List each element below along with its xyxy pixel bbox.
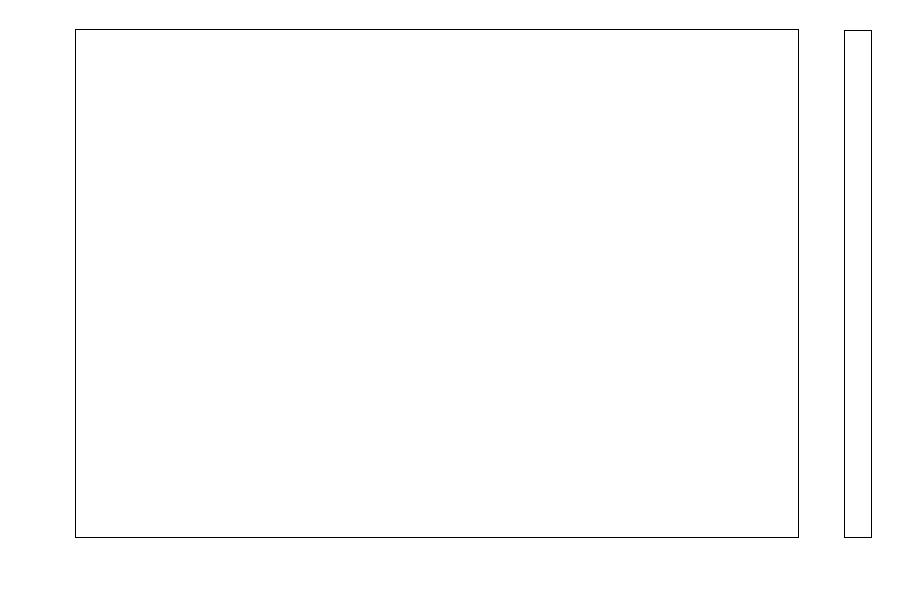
colorbar-gradient	[845, 31, 871, 537]
colorbar	[844, 30, 872, 538]
delay-doppler-heatmap	[76, 30, 798, 537]
plot-area	[75, 29, 799, 538]
